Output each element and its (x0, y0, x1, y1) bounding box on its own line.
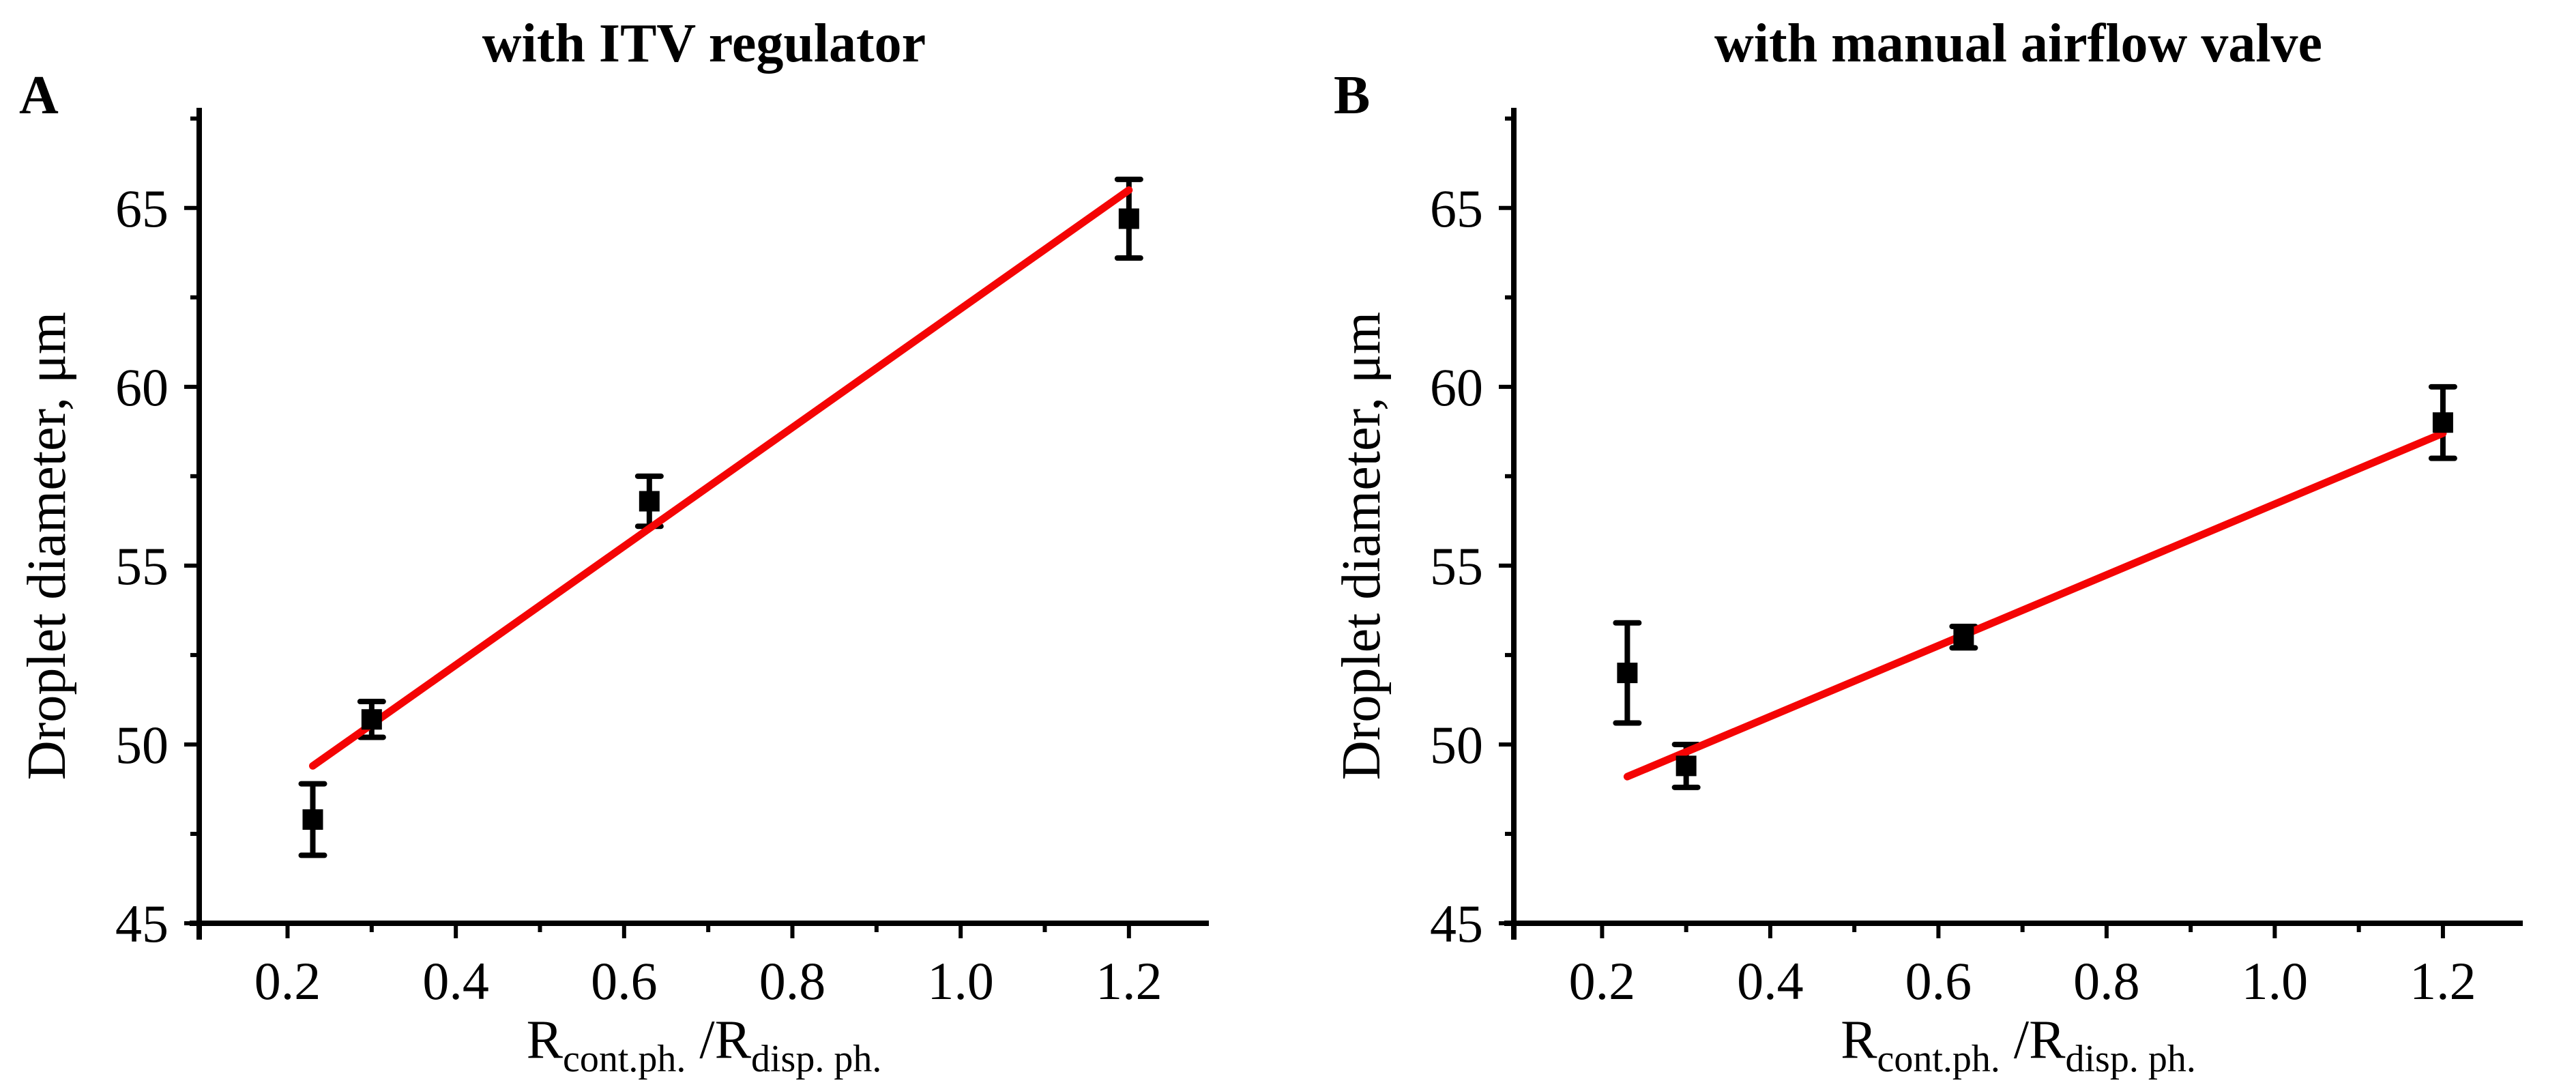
y-tick-label: 50 (1430, 715, 1483, 775)
data-point-marker (1118, 208, 1139, 229)
data-point-marker (639, 491, 660, 512)
x-tick-label: 1.2 (1096, 951, 1162, 1011)
y-tick-label: 60 (1430, 358, 1483, 417)
y-tick-label: 60 (115, 358, 169, 417)
data-point-marker (1617, 663, 1638, 684)
data-point-marker (2432, 412, 2453, 433)
x-axis-title: Rcont.ph. /Rdisp. ph. (1841, 1010, 2196, 1080)
x-axis-title-main: R (1841, 1010, 1877, 1070)
x-tick-label: 1.0 (927, 951, 994, 1011)
x-tick-label: 0.4 (1737, 951, 1804, 1011)
y-axis-title: Droplet diameter, μm (1332, 312, 1392, 780)
data-point-marker (361, 709, 382, 730)
x-axis-title-main: R (527, 1010, 564, 1070)
x-axis-title-subscript: cont.ph. (1877, 1038, 2000, 1080)
y-tick-label: 65 (1430, 179, 1483, 238)
x-axis-title: Rcont.ph. /Rdisp. ph. (527, 1010, 882, 1080)
x-axis-title-main: /R (2000, 1010, 2066, 1070)
x-tick-label: 0.2 (1569, 951, 1636, 1011)
x-axis-title-subscript: disp. ph. (2066, 1038, 2196, 1080)
y-tick-label: 55 (115, 536, 169, 596)
x-tick-label: 0.6 (1905, 951, 1972, 1011)
x-axis-title-subscript: cont.ph. (563, 1038, 686, 1080)
data-point-marker (1953, 626, 1974, 648)
data-point-marker (1675, 755, 1697, 777)
panel-a-chart: 0.2 0.4 0.6 0.8 1.0 1.2 45 50 55 60 65 with ITV reg… (17, 14, 1209, 1080)
y-tick-label: 55 (1430, 536, 1483, 596)
x-tick-label: 0.6 (591, 951, 658, 1011)
x-axis-title-main: /R (686, 1010, 751, 1070)
y-axis-title: Droplet diameter, μm (17, 312, 77, 780)
panel-title: with manual airflow valve (1714, 14, 2322, 74)
x-tick-label: 0.8 (759, 951, 826, 1011)
panel-letter: B (1334, 66, 1370, 126)
x-tick-label: 1.2 (2410, 951, 2476, 1011)
y-tick-label: 50 (115, 715, 169, 775)
panel-letter: A (19, 66, 59, 126)
panel-title: with ITV regulator (482, 14, 926, 74)
x-tick-label: 0.8 (2073, 951, 2140, 1011)
x-tick-label: 1.0 (2242, 951, 2309, 1011)
y-tick-label: 45 (1430, 894, 1483, 953)
fit-line (1623, 429, 2447, 781)
x-tick-label: 0.4 (422, 951, 489, 1011)
data-point-marker (302, 809, 323, 830)
x-axis-title-subscript: disp. ph. (751, 1038, 881, 1080)
panel-b-chart: 0.2 0.4 0.6 0.8 1.0 1.2 45 50 55 60 65 with manual … (1332, 14, 2523, 1080)
y-tick-label: 45 (115, 894, 169, 953)
fit-line (309, 186, 1133, 770)
x-tick-label: 0.2 (254, 951, 321, 1011)
y-tick-label: 65 (115, 179, 169, 238)
